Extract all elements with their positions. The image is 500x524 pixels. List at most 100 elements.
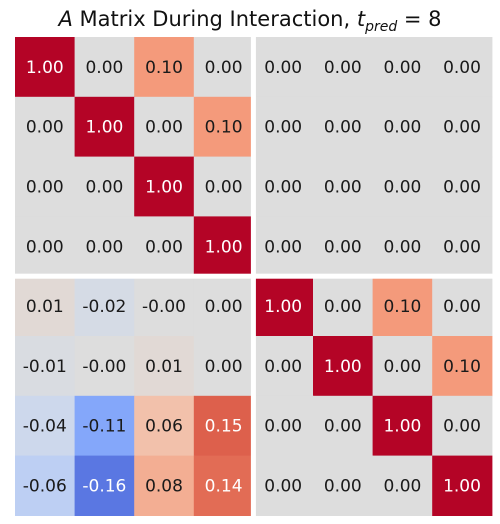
heatmap-cell-r7-c0: [15, 455, 76, 516]
heatmap-cell-r7-c7: [432, 455, 493, 516]
heatmap-cell-r1-c2: [134, 96, 195, 158]
cell-value-r3-c0: 0.00: [26, 237, 64, 257]
cell-value-r2-c6: 0.00: [383, 178, 421, 198]
cell-value-r0-c7: 0.00: [443, 58, 481, 78]
cell-value-r6-c4: 0.00: [264, 417, 302, 437]
cell-value-r1-c2: 0.00: [145, 118, 183, 138]
cell-value-r5-c2: 0.01: [145, 357, 183, 377]
heatmap-cell-r4-c2: [134, 276, 195, 337]
heatmap-cell-r0-c1: [74, 37, 135, 98]
title-matrix-symbol: A: [56, 7, 72, 31]
heatmap-cell-r4-c1: [74, 276, 135, 337]
heatmap-cell-r3-c3: [193, 216, 254, 277]
heatmap-cell-r7-c2: [134, 455, 195, 516]
heatmap-cell-r6-c1: [74, 395, 135, 457]
cell-value-r3-c5: 0.00: [324, 237, 362, 257]
heatmap-cell-r5-c4: [253, 336, 314, 397]
title-middle-text: Matrix During Interaction,: [73, 7, 357, 31]
cell-value-r5-c4: 0.00: [264, 357, 302, 377]
heatmap-cell-r0-c4: [253, 37, 314, 98]
cell-value-r4-c3: 0.00: [205, 297, 243, 317]
cell-value-r5-c5: 1.00: [324, 357, 362, 377]
heatmap-cell-r7-c5: [313, 455, 374, 516]
heatmap-cell-r0-c3: [193, 37, 254, 98]
heatmap-cells: [15, 37, 493, 516]
heatmap-cell-r4-c4: [253, 276, 314, 337]
cell-value-r2-c1: 0.00: [85, 178, 123, 198]
chart-title: A Matrix During Interaction, tpred = 8: [56, 7, 441, 35]
cell-value-r4-c1: -0.02: [82, 297, 126, 317]
cell-value-r3-c6: 0.00: [383, 237, 421, 257]
heatmap-cell-r0-c0: [15, 37, 76, 98]
heatmap-cell-r3-c7: [432, 216, 493, 277]
heatmap-cell-r4-c3: [193, 276, 254, 337]
cell-value-r0-c6: 0.00: [383, 58, 421, 78]
heatmap-cell-r3-c0: [15, 216, 76, 277]
cell-value-r6-c0: -0.04: [23, 417, 67, 437]
cell-value-r7-c1: -0.16: [82, 477, 126, 497]
heatmap-cell-r6-c2: [134, 395, 195, 457]
heatmap-cell-r7-c1: [74, 455, 135, 516]
cell-value-r6-c2: 0.06: [145, 417, 183, 437]
cell-value-r4-c2: -0.00: [142, 297, 186, 317]
heatmap-cell-r1-c4: [253, 96, 314, 158]
cell-value-r2-c7: 0.00: [443, 178, 481, 198]
cell-value-r3-c2: 0.00: [145, 237, 183, 257]
cell-value-r4-c0: 0.01: [26, 297, 64, 317]
heatmap-cell-r6-c5: [313, 395, 374, 457]
title-time-symbol: t: [357, 7, 366, 31]
cell-value-r1-c1: 1.00: [85, 118, 123, 138]
cell-value-r5-c7: 0.10: [443, 357, 481, 377]
heatmap-cell-r5-c0: [15, 336, 76, 397]
cell-value-r0-c4: 0.00: [264, 58, 302, 78]
heatmap-cell-r5-c6: [372, 336, 433, 397]
cell-value-r0-c0: 1.00: [26, 58, 64, 78]
cell-value-r1-c7: 0.00: [443, 118, 481, 138]
heatmap-cell-r2-c2: [134, 156, 195, 217]
heatmap-cell-r5-c1: [74, 336, 135, 397]
cell-value-r1-c0: 0.00: [26, 118, 64, 138]
heatmap-cell-r6-c6: [372, 395, 433, 457]
cell-value-r2-c2: 1.00: [145, 178, 183, 198]
cell-value-r5-c0: -0.01: [23, 357, 67, 377]
cell-value-r1-c3: 0.10: [205, 118, 243, 138]
heatmap-cell-r5-c7: [432, 336, 493, 397]
cell-value-r7-c4: 0.00: [264, 477, 302, 497]
heatmap-cell-r5-c2: [134, 336, 195, 397]
heatmap-cell-r6-c0: [15, 395, 76, 457]
heatmap-cell-r1-c5: [313, 96, 374, 158]
heatmap-cell-r6-c7: [432, 395, 493, 457]
cell-value-r6-c7: 0.00: [443, 417, 481, 437]
title-equals-text: = 8: [397, 7, 441, 31]
cell-value-r6-c3: 0.15: [205, 417, 243, 437]
cell-value-r1-c5: 0.00: [324, 118, 362, 138]
cell-value-r7-c3: 0.14: [205, 477, 243, 497]
cell-value-r4-c6: 0.10: [383, 297, 421, 317]
heatmap-cell-r0-c6: [372, 37, 433, 98]
cell-value-r1-c6: 0.00: [383, 118, 421, 138]
cell-value-r4-c4: 1.00: [264, 297, 302, 317]
horizontal-block-separator: [15, 273, 493, 279]
heatmap-cell-r4-c0: [15, 276, 76, 337]
heatmap-cell-r3-c5: [313, 216, 374, 277]
cell-value-r7-c5: 0.00: [324, 477, 362, 497]
heatmap-cell-r2-c6: [372, 156, 433, 217]
heatmap-cell-r4-c5: [313, 276, 374, 337]
heatmap-cell-r2-c0: [15, 156, 76, 217]
cell-value-r2-c0: 0.00: [26, 178, 64, 198]
cell-value-r3-c7: 0.00: [443, 237, 481, 257]
cell-value-r1-c4: 0.00: [264, 118, 302, 138]
cell-value-r7-c6: 0.00: [383, 477, 421, 497]
cell-value-r6-c6: 1.00: [383, 417, 421, 437]
cell-value-r6-c5: 0.00: [324, 417, 362, 437]
cell-value-r0-c3: 0.00: [205, 58, 243, 78]
heatmap-cell-r2-c5: [313, 156, 374, 217]
heatmap-cell-r0-c7: [432, 37, 493, 98]
heatmap-cell-r0-c2: [134, 37, 195, 98]
heatmap-cell-r6-c4: [253, 395, 314, 457]
cell-value-r2-c5: 0.00: [324, 178, 362, 198]
heatmap-cell-r0-c5: [313, 37, 374, 98]
cell-value-r0-c2: 0.10: [145, 58, 183, 78]
cell-value-r5-c1: -0.00: [82, 357, 126, 377]
heatmap-cell-r1-c7: [432, 96, 493, 158]
